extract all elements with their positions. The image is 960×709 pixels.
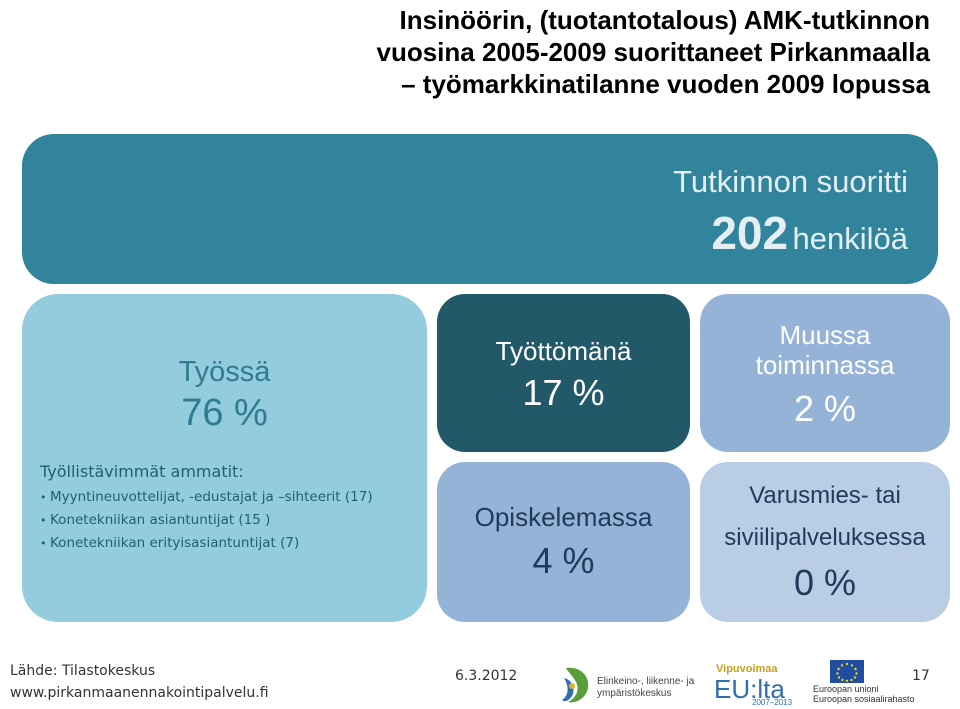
military-label-line-1: Varusmies- tai [749,482,901,509]
unemployed-percent: 17 % [522,372,605,413]
employed-percent: 76 % [181,392,268,434]
eu-logo-text: Euroopan unioni Euroopan sosiaalirahasto [813,684,915,704]
total-count: 202 henkilöä [711,206,908,260]
occupations-title: Työllistävimmät ammatit: [40,462,244,481]
military-service-box: Varusmies- tai siviilipalveluksessa 0 % [700,462,950,622]
footer-date: 6.3.2012 [455,668,518,684]
program-years: 2007–2013 [752,698,793,707]
occupation-item: Konetekniikan erityisasiantuntijat (7) [40,532,420,555]
ely-logo-text: Elinkeino-, liikenne- ja ympäristökeskus [597,676,694,700]
total-label: Tutkinnon suoritti [673,164,908,199]
title-line-3: – työmarkkinatilanne vuoden 2009 lopussa [401,69,930,99]
occupations-section: Työllistävimmät ammatit: Myyntineuvottel… [40,462,420,555]
page-number: 17 [912,668,930,684]
vipuvoimaa-text: Vipuvoimaa [716,663,778,675]
ely-line-2: ympäristökeskus [597,688,672,699]
slide-title: Insinöörin, (tuotantotalous) AMK-tutkinn… [230,4,931,100]
title-line-2: vuosina 2005-2009 suorittaneet Pirkanmaa… [376,37,931,67]
occupations-list: Myyntineuvottelijat, -edustajat ja –siht… [40,486,420,555]
eu-line-1: Euroopan unioni [813,684,879,694]
military-percent: 0 % [793,562,857,603]
title-line-1: Insinöörin, (tuotantotalous) AMK-tutkinn… [399,5,931,35]
other-label: Muussa toiminnassa [755,320,895,380]
employed-box: Työssä 76 % Työllistävimmät ammatit: Myy… [22,294,427,622]
employed-label: Työssä [178,356,271,388]
military-label-line-2: siviilipalveluksessa [724,524,926,551]
studying-percent: 4 % [532,540,595,581]
occupation-item: Myyntineuvottelijat, -edustajat ja –siht… [40,486,420,509]
other-percent: 2 % [793,388,857,429]
ely-line-1: Elinkeino-, liikenne- ja [597,676,695,687]
total-graduates-box: Tutkinnon suoritti 202 henkilöä [22,134,938,284]
occupation-item: Konetekniikan asiantuntijat (15 ) [40,509,420,532]
studying-box: Opiskelemassa 4 % [437,462,690,622]
studying-label: Opiskelemassa [474,502,653,532]
total-count-unit: henkilöä [792,221,908,256]
source-url[interactable]: www.pirkanmaanennakointipalvelu.fi [10,685,269,701]
footer-source: Lähde: Tilastokeskus www.pirkanmaanennak… [10,660,269,704]
other-activity-box: Muussa toiminnassa 2 % [700,294,950,452]
eu-flag-icon [830,660,864,683]
unemployed-label: Työttömänä [495,336,632,366]
eu-line-2: Euroopan sosiaalirahasto [813,694,915,704]
source-text: Lähde: Tilastokeskus [10,663,156,679]
eu-lta-text: EU:lta [714,674,785,704]
unemployed-box: Työttömänä 17 % [437,294,690,452]
total-count-number: 202 [711,207,789,259]
ely-logo-icon [562,667,589,703]
